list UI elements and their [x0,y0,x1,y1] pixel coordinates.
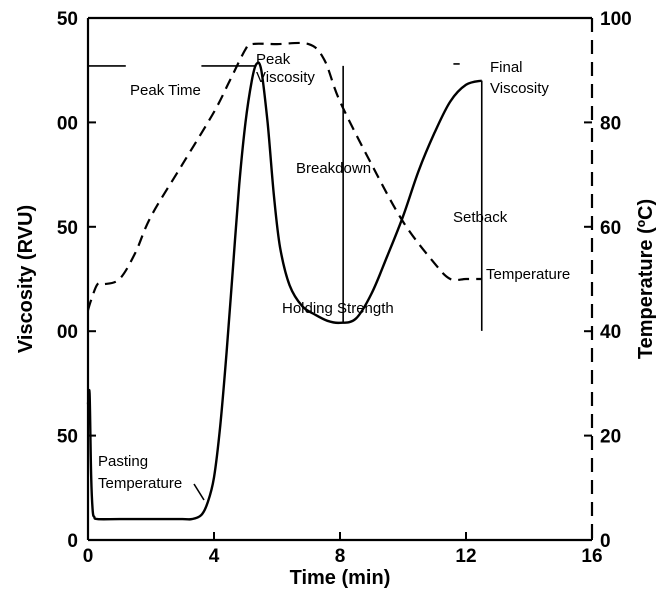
y-right-axis-title: Temperature (ºC) [635,199,657,359]
x-tick-label: 0 [83,546,94,567]
pasting-pointer [193,483,205,501]
x-tick-label: 12 [455,546,476,567]
series-layer [86,41,483,521]
annotations: Peak TimePeakViscosityFinalViscosityBrea… [98,51,570,501]
y-left-tick-label: 00 [57,322,78,343]
annotation-peak: Peak [256,51,291,68]
annotation-breakdown: Breakdown [296,160,371,177]
y-left-tick-label: 50 [57,9,78,30]
annotation-setback: Setback [453,209,508,226]
annotation-final: Final [490,59,523,76]
annotation-final-viscosity: Viscosity [490,80,549,97]
temperature-series-line [86,41,482,311]
annotation-peak-time: Peak Time [130,82,201,99]
x-axis-title: Time (min) [290,567,391,589]
annotation-holding-strength: Holding Strength [282,300,394,317]
annotation-temperature: Temperature [486,266,570,283]
x-tick-label: 4 [209,546,220,567]
reference-lines [88,63,483,331]
x-tick-label: 8 [335,546,346,567]
y-right-tick-label: 80 [600,113,621,134]
y-right-tick-label: 40 [600,322,621,343]
y-left-tick-label: 50 [57,218,78,239]
viscosity-series-line [86,61,483,521]
annotation-peak-viscosity: Viscosity [256,69,315,86]
y-left-tick-label: 50 [57,427,78,448]
x-tick-label: 16 [581,546,602,567]
y-right-tick-label: 20 [600,427,621,448]
y-right-tick-label: 0 [600,531,611,552]
y-right-tick-label: 60 [600,218,621,239]
y-left-tick-label: 00 [57,113,78,134]
y-right-tick-label: 100 [600,9,632,30]
y-left-tick-label: 0 [67,531,78,552]
annotation-pasting-temperature: Temperature [98,475,182,492]
y-left-axis-title: Viscosity (RVU) [15,205,37,353]
annotation-pasting: Pasting [98,453,148,470]
